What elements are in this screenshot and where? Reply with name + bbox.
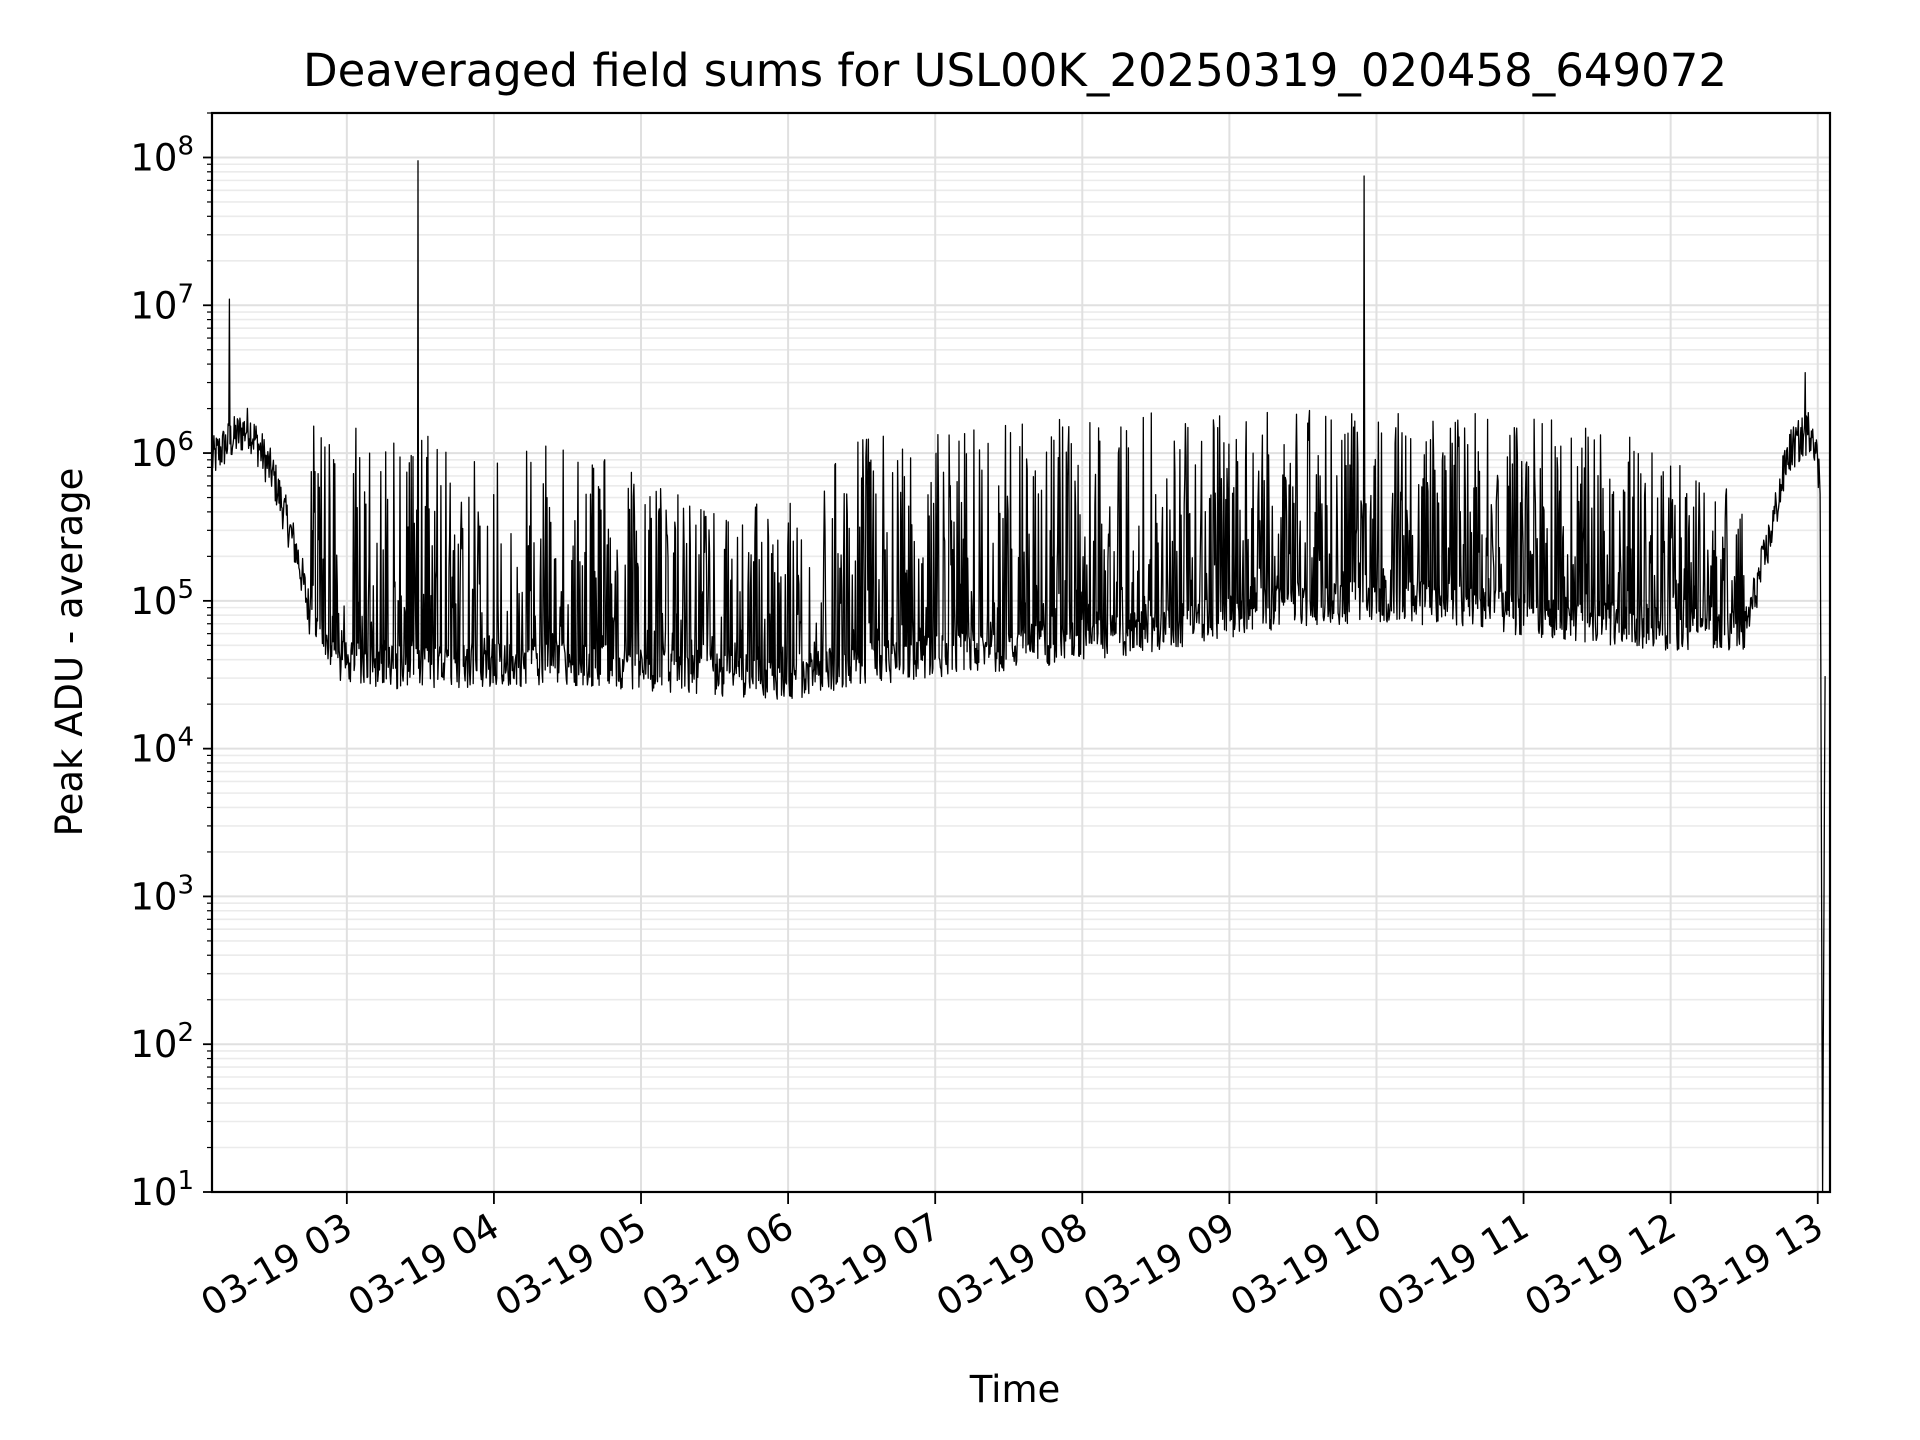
y-tick-label: 105 bbox=[130, 575, 194, 623]
y-tick-label: 106 bbox=[130, 427, 194, 475]
x-axis-label: Time bbox=[969, 1368, 1061, 1411]
y-tick-label: 101 bbox=[130, 1166, 194, 1214]
series-path bbox=[211, 160, 1826, 1193]
y-axis-label: Peak ADU - average bbox=[48, 468, 91, 837]
y-tick-label: 108 bbox=[130, 131, 194, 179]
y-tick-label: 104 bbox=[130, 723, 194, 771]
chart-title: Deaveraged field sums for USL00K_2025031… bbox=[303, 44, 1727, 97]
y-tick-label: 103 bbox=[130, 870, 194, 918]
plot-area-frame bbox=[210, 111, 1832, 1194]
series-line bbox=[211, 160, 1826, 1193]
y-tick-label: 102 bbox=[130, 1018, 194, 1066]
y-axis-ticks: 101 102 103 104 105 106 107 108 bbox=[130, 112, 212, 1214]
y-tick-label: 107 bbox=[130, 279, 194, 327]
